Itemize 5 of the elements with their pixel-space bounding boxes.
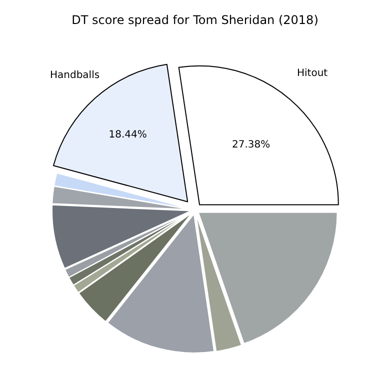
data-label: 27.38% <box>232 139 270 150</box>
data-label: 18.44% <box>108 129 147 140</box>
slice-label: Handballs <box>50 70 100 81</box>
slice-label: Hitout <box>297 68 328 79</box>
chart-title: DT score spread for Tom Sheridan (2018) <box>72 13 318 27</box>
